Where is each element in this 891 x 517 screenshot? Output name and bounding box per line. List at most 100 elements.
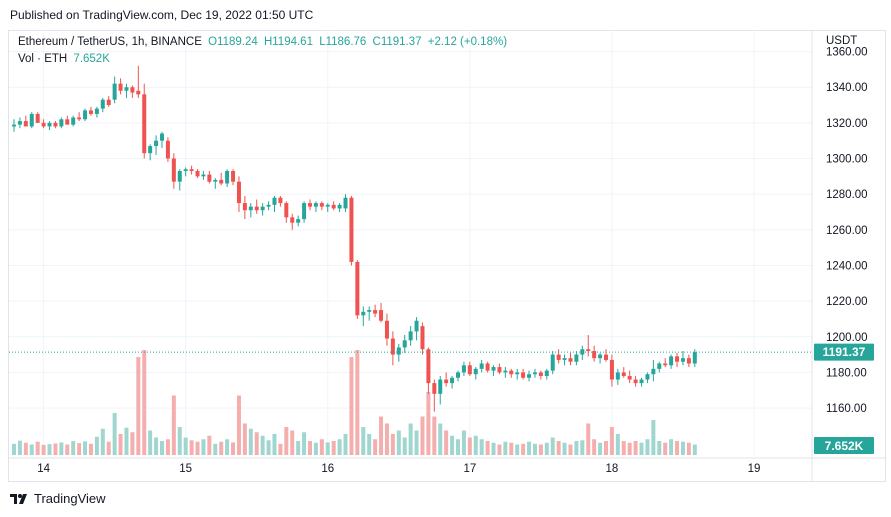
candle-body [177, 170, 182, 182]
volume-bar [461, 430, 466, 455]
volume-label[interactable]: Vol · ETH [18, 53, 68, 65]
volume-bar [296, 441, 301, 455]
volume-bar [692, 444, 697, 455]
candle-body [284, 203, 289, 218]
candle-body [296, 219, 301, 223]
candle-body [408, 331, 413, 341]
volume-bar [337, 439, 342, 455]
candle-body [160, 133, 164, 141]
volume-bar [171, 395, 176, 455]
candle-body [396, 347, 401, 355]
volume-bar [527, 441, 532, 455]
volume-bar [680, 441, 685, 455]
volume-bar [444, 430, 449, 455]
volume-bar [663, 442, 668, 455]
volume-bar [124, 427, 129, 455]
last-volume-label: 7.652K [825, 439, 864, 453]
volume-value: 7.652K [73, 53, 110, 65]
volume-bar [627, 442, 632, 455]
candle-body [479, 363, 484, 369]
candle-body [574, 354, 579, 362]
volume-bar [438, 423, 443, 455]
volume-bar [136, 357, 141, 455]
volume-bar [319, 439, 324, 455]
volume-bar [248, 428, 253, 455]
volume-bar [160, 441, 164, 455]
candle-body [112, 83, 117, 100]
candle-body [290, 217, 295, 223]
candle-body [213, 179, 218, 182]
candle-body [106, 99, 111, 106]
volume-bar [308, 441, 312, 455]
volume-bar [325, 442, 330, 455]
candle-body [497, 367, 502, 373]
volume-bar [53, 443, 58, 455]
volume-bar [65, 444, 70, 455]
candle-body [337, 204, 342, 209]
volume-bar [686, 442, 691, 455]
volume-bar [201, 439, 206, 455]
candle-body [130, 87, 135, 93]
candle-body [195, 170, 200, 177]
volume-bar [225, 439, 230, 455]
candle-body [663, 363, 668, 366]
candle-body [254, 206, 259, 211]
volume-bar [35, 441, 40, 455]
candle-body [124, 87, 129, 91]
tradingview-logo[interactable]: TradingView [10, 491, 106, 506]
volume-bar [219, 441, 224, 455]
candle-body [136, 90, 141, 95]
candle-body [384, 320, 389, 339]
candle-body [142, 94, 147, 154]
volume-bar [106, 441, 111, 455]
volume-bar [645, 439, 650, 455]
volume-bar [77, 443, 82, 455]
candle-body [260, 206, 265, 211]
candle-body [550, 354, 555, 371]
candle-body [207, 174, 212, 182]
candle-body [242, 203, 247, 211]
volume-bar [349, 357, 354, 455]
volume-bar [473, 435, 478, 455]
candlestick-chart[interactable]: 1160.00 1180.00 1200.00 1220.00 1240.00 1260.… [0, 0, 891, 485]
volume-bar [100, 428, 105, 455]
candle-body [77, 117, 82, 120]
volume-bar [538, 444, 543, 455]
candle-body [272, 197, 277, 205]
candle-body [592, 351, 597, 359]
candle-body [692, 352, 697, 364]
volume-bar [384, 423, 389, 455]
candle-body [450, 377, 455, 384]
volume-bar [88, 443, 93, 455]
candle-body [544, 370, 549, 376]
volume-bar [29, 444, 34, 455]
candle-body [657, 363, 662, 369]
volume-bar [17, 440, 22, 455]
candle-body [461, 365, 466, 373]
volume-bar [189, 440, 194, 455]
published-caption: Published on TradingView.com, Dec 19, 20… [10, 8, 314, 22]
open-value: O1189.24 [208, 36, 258, 48]
candle-body [538, 372, 543, 376]
grid-lines [9, 30, 812, 455]
last-volume-badge: 7.652K [814, 437, 874, 454]
candle-body [379, 310, 384, 321]
volume-bar [130, 432, 135, 455]
y-tick-label: 1360.00 [826, 47, 868, 59]
volume-bar [574, 441, 579, 455]
symbol-title[interactable]: Ethereum / TetherUS, 1h, BINANCE [18, 36, 202, 48]
candle-body [17, 121, 22, 125]
candle-body [485, 363, 490, 371]
brand-name: TradingView [34, 491, 106, 506]
y-tick-label: 1160.00 [826, 403, 867, 415]
volume-bar [278, 443, 283, 455]
change-value: +2.12 (+0.18%) [427, 36, 508, 48]
volume-bar [195, 441, 200, 455]
candle-body [586, 349, 591, 352]
candle-body [355, 261, 360, 316]
ohlc-legend: Ethereum / TetherUS, 1h, BINANCE O1189.2… [18, 36, 510, 48]
x-tick-label: 14 [37, 463, 50, 475]
volume-bar [343, 434, 348, 455]
volume-bar [266, 440, 271, 455]
candle-body [402, 340, 407, 348]
